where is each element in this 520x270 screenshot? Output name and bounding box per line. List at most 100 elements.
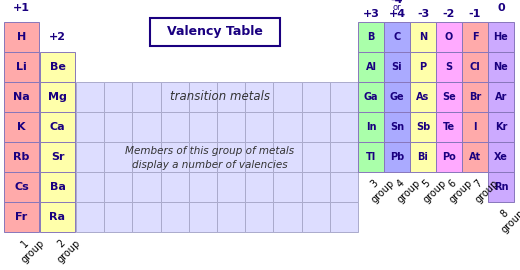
Bar bbox=[330, 172, 358, 202]
Text: -2: -2 bbox=[443, 9, 455, 19]
Bar bbox=[410, 142, 436, 172]
Bar bbox=[76, 112, 104, 142]
Text: Ca: Ca bbox=[50, 122, 66, 132]
Bar bbox=[161, 112, 189, 142]
Bar bbox=[330, 82, 358, 112]
Bar bbox=[302, 142, 330, 172]
Bar bbox=[104, 112, 133, 142]
Text: Sn: Sn bbox=[390, 122, 404, 132]
Bar bbox=[133, 172, 161, 202]
Text: Na: Na bbox=[13, 92, 30, 102]
Bar bbox=[330, 202, 358, 232]
Bar bbox=[384, 112, 410, 142]
Bar bbox=[161, 202, 189, 232]
Text: In: In bbox=[366, 122, 376, 132]
Text: Tl: Tl bbox=[366, 152, 376, 162]
Bar bbox=[133, 142, 161, 172]
Text: 6
group: 6 group bbox=[439, 170, 474, 205]
Text: -3: -3 bbox=[417, 9, 429, 19]
Text: transition metals: transition metals bbox=[170, 90, 270, 103]
Text: Ba: Ba bbox=[49, 182, 66, 192]
Text: Al: Al bbox=[366, 62, 376, 72]
Text: Rn: Rn bbox=[494, 182, 508, 192]
Text: C: C bbox=[393, 32, 400, 42]
Bar bbox=[330, 112, 358, 142]
Bar bbox=[40, 52, 75, 82]
Bar bbox=[76, 202, 104, 232]
Bar bbox=[104, 82, 133, 112]
Text: +2: +2 bbox=[49, 32, 66, 42]
Bar bbox=[410, 22, 436, 52]
Text: Be: Be bbox=[49, 62, 66, 72]
Text: F: F bbox=[472, 32, 478, 42]
Text: Si: Si bbox=[392, 62, 402, 72]
Text: Kr: Kr bbox=[495, 122, 507, 132]
Text: Li: Li bbox=[16, 62, 27, 72]
Bar bbox=[217, 172, 245, 202]
Bar bbox=[133, 202, 161, 232]
Bar bbox=[76, 142, 104, 172]
Bar bbox=[462, 142, 488, 172]
Bar bbox=[245, 112, 274, 142]
Bar bbox=[161, 172, 189, 202]
Text: B: B bbox=[367, 32, 375, 42]
Bar bbox=[358, 22, 384, 52]
Bar bbox=[4, 202, 39, 232]
Text: Ga: Ga bbox=[364, 92, 378, 102]
Text: Ne: Ne bbox=[493, 62, 509, 72]
Text: Mg: Mg bbox=[48, 92, 67, 102]
Bar bbox=[488, 22, 514, 52]
Bar bbox=[302, 202, 330, 232]
Text: Xe: Xe bbox=[494, 152, 508, 162]
Text: Sb: Sb bbox=[416, 122, 430, 132]
Bar bbox=[274, 112, 302, 142]
Text: Fr: Fr bbox=[16, 212, 28, 222]
Bar bbox=[410, 112, 436, 142]
Text: -1: -1 bbox=[469, 9, 481, 19]
Bar bbox=[189, 172, 217, 202]
Text: 1
group: 1 group bbox=[11, 230, 47, 265]
Text: N: N bbox=[419, 32, 427, 42]
Bar bbox=[4, 172, 39, 202]
Text: P: P bbox=[420, 62, 426, 72]
Bar bbox=[40, 112, 75, 142]
Bar bbox=[358, 82, 384, 112]
Text: Ra: Ra bbox=[49, 212, 66, 222]
Text: Rb: Rb bbox=[14, 152, 30, 162]
Bar bbox=[488, 172, 514, 202]
Bar bbox=[104, 142, 133, 172]
Bar bbox=[189, 112, 217, 142]
Bar bbox=[161, 82, 189, 112]
Bar bbox=[245, 202, 274, 232]
Bar bbox=[462, 82, 488, 112]
Text: +4: +4 bbox=[388, 9, 406, 19]
Bar bbox=[462, 52, 488, 82]
Bar bbox=[302, 112, 330, 142]
Bar bbox=[462, 22, 488, 52]
Bar bbox=[217, 142, 245, 172]
Bar bbox=[161, 142, 189, 172]
Text: K: K bbox=[17, 122, 26, 132]
Bar bbox=[384, 22, 410, 52]
Bar bbox=[4, 22, 39, 52]
Text: Valency Table: Valency Table bbox=[167, 25, 263, 39]
Bar bbox=[274, 202, 302, 232]
Text: display a number of valencies: display a number of valencies bbox=[132, 160, 288, 170]
Bar bbox=[189, 202, 217, 232]
Bar bbox=[488, 52, 514, 82]
Text: 4
group: 4 group bbox=[387, 170, 422, 205]
Text: Se: Se bbox=[442, 92, 456, 102]
Bar bbox=[189, 142, 217, 172]
Bar bbox=[274, 82, 302, 112]
Bar bbox=[384, 52, 410, 82]
Text: 5
group: 5 group bbox=[413, 170, 448, 205]
Text: Ge: Ge bbox=[389, 92, 405, 102]
Text: 3
group: 3 group bbox=[361, 170, 396, 205]
Bar bbox=[488, 82, 514, 112]
Bar bbox=[410, 82, 436, 112]
Text: 7
group: 7 group bbox=[465, 170, 500, 205]
Bar bbox=[217, 112, 245, 142]
Bar bbox=[436, 112, 462, 142]
Bar bbox=[217, 82, 245, 112]
Bar bbox=[358, 112, 384, 142]
